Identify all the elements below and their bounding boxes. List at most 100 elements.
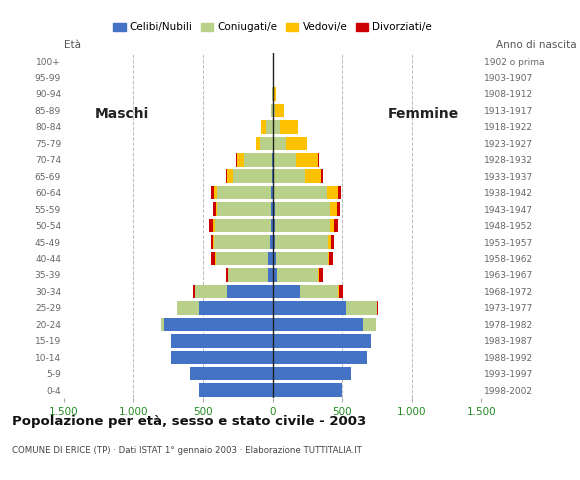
Bar <box>334 219 338 232</box>
Bar <box>215 219 270 232</box>
Bar <box>318 268 322 282</box>
Bar <box>273 104 275 117</box>
Bar <box>276 219 329 232</box>
Bar <box>216 252 269 265</box>
Legend: Celibi/Nubili, Coniugati/e, Vedovi/e, Divorziati/e: Celibi/Nubili, Coniugati/e, Vedovi/e, Di… <box>109 18 436 36</box>
Bar <box>329 219 334 232</box>
Bar <box>270 104 271 117</box>
Bar <box>286 137 307 150</box>
Bar <box>271 104 273 117</box>
Bar <box>273 203 275 216</box>
Bar <box>273 87 276 101</box>
Bar <box>277 268 318 282</box>
Bar <box>211 252 215 265</box>
Bar <box>273 153 296 167</box>
Bar <box>273 137 286 150</box>
Bar <box>273 235 275 249</box>
Bar <box>216 203 217 216</box>
Bar <box>275 203 331 216</box>
Text: Femmine: Femmine <box>387 107 459 120</box>
Bar <box>276 235 328 249</box>
Bar <box>272 87 273 101</box>
Bar <box>273 301 346 314</box>
Bar <box>227 285 273 298</box>
Bar <box>256 137 260 150</box>
Bar <box>338 203 340 216</box>
Bar <box>273 120 280 133</box>
Bar <box>273 252 276 265</box>
Bar <box>274 169 304 183</box>
Bar <box>199 301 273 314</box>
Bar <box>300 285 338 298</box>
Bar <box>273 169 274 183</box>
Bar <box>211 186 214 199</box>
Bar <box>214 186 217 199</box>
Bar <box>328 235 331 249</box>
Bar <box>339 285 343 298</box>
Bar <box>273 367 350 381</box>
Bar <box>273 219 275 232</box>
Bar <box>269 268 273 282</box>
Bar <box>214 235 270 249</box>
Bar <box>273 318 363 331</box>
Bar <box>270 219 273 232</box>
Bar <box>213 235 214 249</box>
Bar <box>171 334 273 348</box>
Bar <box>296 153 318 167</box>
Bar <box>328 252 329 265</box>
Bar <box>338 186 341 199</box>
Bar <box>318 153 319 167</box>
Bar <box>193 285 195 298</box>
Bar <box>164 318 273 331</box>
Bar <box>226 268 228 282</box>
Bar <box>275 104 284 117</box>
Bar <box>176 301 199 314</box>
Bar <box>331 235 334 249</box>
Bar <box>171 350 273 364</box>
Bar <box>377 301 378 314</box>
Bar <box>304 169 321 183</box>
Bar <box>215 252 216 265</box>
Bar <box>269 252 273 265</box>
Bar <box>273 334 371 348</box>
Bar <box>228 268 269 282</box>
Bar <box>213 219 215 232</box>
Bar <box>331 203 338 216</box>
Text: COMUNE DI ERICE (TP) · Dati ISTAT 1° gennaio 2003 · Elaborazione TUTTITALIA.IT: COMUNE DI ERICE (TP) · Dati ISTAT 1° gen… <box>12 446 361 456</box>
Text: Anno di nascita: Anno di nascita <box>496 40 577 50</box>
Bar <box>272 153 273 167</box>
Bar <box>235 153 237 167</box>
Text: Popolazione per età, sesso e stato civile - 2003: Popolazione per età, sesso e stato civil… <box>12 415 366 428</box>
Bar <box>213 203 216 216</box>
Bar <box>217 186 271 199</box>
Bar <box>161 318 164 331</box>
Bar <box>271 203 273 216</box>
Bar <box>346 301 377 314</box>
Bar <box>271 186 273 199</box>
Bar <box>217 203 271 216</box>
Bar <box>211 235 213 249</box>
Bar <box>327 186 338 199</box>
Bar <box>273 384 342 397</box>
Bar <box>233 169 272 183</box>
Bar <box>226 169 227 183</box>
Bar <box>262 120 266 133</box>
Bar <box>273 285 300 298</box>
Bar <box>273 186 274 199</box>
Bar <box>199 384 273 397</box>
Text: Età: Età <box>64 39 81 49</box>
Bar <box>227 169 233 183</box>
Bar <box>276 252 328 265</box>
Bar <box>280 120 298 133</box>
Bar <box>321 169 322 183</box>
Bar <box>272 169 273 183</box>
Bar <box>273 268 277 282</box>
Bar <box>195 285 227 298</box>
Bar <box>260 137 273 150</box>
Bar <box>244 153 272 167</box>
Bar <box>363 318 376 331</box>
Bar <box>190 367 273 381</box>
Bar <box>329 252 333 265</box>
Text: Maschi: Maschi <box>95 107 150 120</box>
Bar <box>209 219 213 232</box>
